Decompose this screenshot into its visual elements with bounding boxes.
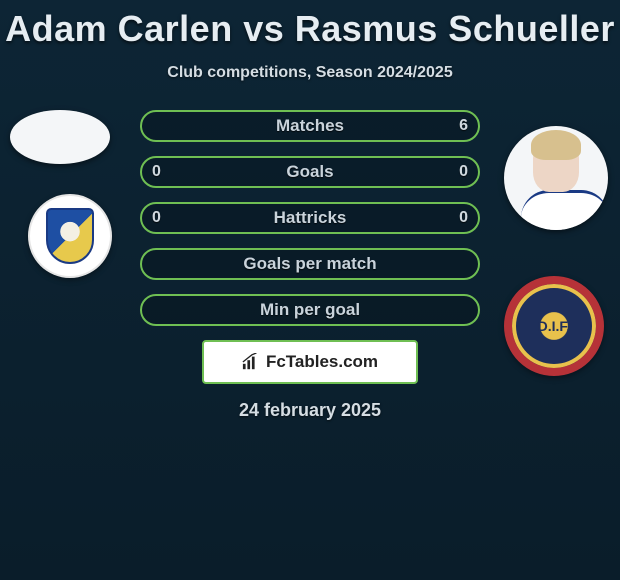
player-left-photo [10, 110, 110, 164]
dif-shield-icon: D.I.F. [504, 276, 604, 376]
comparison-panel: D.I.F. Matches 6 0 Goals 0 0 Hattricks 0… [0, 110, 620, 421]
player-right-photo [504, 126, 608, 230]
stat-label: Matches [276, 116, 344, 136]
branding-box[interactable]: FcTables.com [202, 340, 418, 384]
stat-left-value: 0 [152, 163, 161, 181]
stat-left-value: 0 [152, 209, 161, 227]
dif-shield-text: D.I.F. [526, 298, 582, 354]
player-right-club-logo: D.I.F. [504, 276, 604, 376]
stat-row-goals: 0 Goals 0 [140, 156, 480, 188]
stat-label: Hattricks [274, 208, 347, 228]
player-left-club-logo [28, 194, 112, 278]
stat-row-hattricks: 0 Hattricks 0 [140, 202, 480, 234]
date-text: 24 february 2025 [0, 400, 620, 421]
stat-row-matches: Matches 6 [140, 110, 480, 142]
stats-list: Matches 6 0 Goals 0 0 Hattricks 0 Goals … [140, 110, 480, 326]
stat-right-value: 6 [459, 117, 468, 135]
subtitle: Club competitions, Season 2024/2025 [0, 64, 620, 82]
stat-row-goals-per-match: Goals per match [140, 248, 480, 280]
stat-right-value: 0 [459, 209, 468, 227]
stat-label: Goals per match [243, 254, 376, 274]
stat-label: Goals [286, 162, 333, 182]
branding-text: FcTables.com [266, 352, 378, 372]
page-title: Adam Carlen vs Rasmus Schueller [0, 0, 620, 50]
stat-right-value: 0 [459, 163, 468, 181]
player-face-icon [521, 136, 591, 230]
ifk-shield-icon [46, 208, 94, 264]
stat-label: Min per goal [260, 300, 360, 320]
stat-row-min-per-goal: Min per goal [140, 294, 480, 326]
bar-chart-icon [242, 353, 260, 371]
